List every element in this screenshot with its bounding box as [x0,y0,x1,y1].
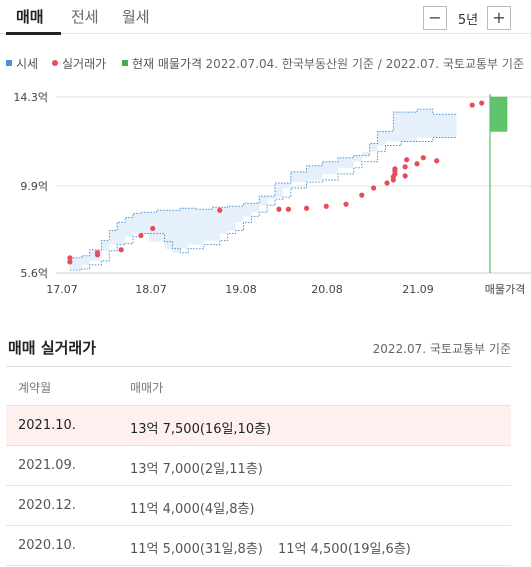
transaction-point [285,206,292,212]
transaction-point [402,164,408,170]
table-row[interactable]: 2021.10. 13억 7,500(16일,10층) [6,406,511,446]
red-dot-icon [52,60,58,66]
transaction-point [414,161,420,167]
tab-monthly-rent[interactable]: 월세 [122,8,150,26]
x-tick-label: 17.07 [46,283,78,296]
price-chart: 14.3억 9.9억 5.6억 17.07 18.07 19.08 20.08 21.09 매물… [13,91,531,296]
period-decrease-button[interactable]: − [423,6,447,30]
transaction-point [384,180,390,186]
tab-jeonse[interactable]: 전세 [71,8,99,26]
transaction-point [67,259,73,265]
sales-source-note: 2022.07. 국토교통부 기준 [372,342,511,356]
cell-contract-month: 2020.10. [18,538,76,553]
market-price-band [69,109,457,270]
period-selector: − 5년 + [423,6,511,30]
sales-table-body: 2021.10. 13억 7,500(16일,10층) 2021.09. 13억… [6,406,511,566]
x-tick-label: 19.08 [225,283,257,296]
transaction-point [323,203,329,209]
cell-sale-price: 11억 4,000(4일,8층) [130,502,255,517]
transaction-point [392,166,398,172]
table-row[interactable]: 2021.09. 13억 7,000(2일,11층) [6,446,511,486]
transaction-point [217,207,223,213]
sales-section-title: 매매 실거래가 [8,339,97,357]
transaction-point [150,225,156,232]
table-row[interactable]: 2020.10. 11억 5,000(31일,8층) 11억 4,500(19일… [6,526,511,566]
period-value: 5년 [457,13,479,28]
x-tick-label: 21.09 [402,283,434,296]
transaction-point [94,250,101,256]
y-tick-label: 5.6억 [20,267,48,280]
legend-item-market-price: 시세 [6,55,38,72]
transaction-point [404,157,410,163]
cell-contract-month: 2020.12. [18,498,76,513]
y-tick-label: 14.3억 [13,91,48,104]
cell-sale-price: 11억 5,000(31일,8층) [130,542,263,557]
transaction-point [434,158,440,164]
x-tick-label: 20.08 [311,283,343,296]
green-square-icon [122,60,128,66]
sales-table-header: 계약월 매매가 [6,366,511,406]
period-increase-button[interactable]: + [487,6,511,30]
tab-sale[interactable]: 매매 [16,8,44,26]
blue-square-icon [6,60,12,66]
transaction-point [343,201,349,207]
chart-legend: 시세 실거래가 현재 매물가격 2022.07.04. 한국부동산원 기준 / … [6,55,526,71]
transaction-point [138,232,144,239]
market-price-lower-line [69,136,457,271]
cell-contract-month: 2021.09. [18,458,76,473]
deal-type-tabs: 매매 전세 월세 − 5년 + [0,0,531,35]
transaction-point [371,185,377,191]
legend-source-note: 2022.07.04. 한국부동산원 기준 / 2022.07. 국토교통부 기… [205,57,525,71]
x-tick-label: 매물가격 [485,283,525,296]
cell-sale-price: 13억 7,000(2일,11층) [130,462,263,477]
market-price-upper-line [69,108,457,259]
x-tick-label: 18.07 [135,283,167,296]
transaction-point [67,255,73,261]
cell-sale-price: 13억 7,500(16일,10층) [130,422,272,437]
legend-item-actual-price: 실거래가 [52,55,106,72]
cell-sale-price-second: 11억 4,500(19일,6층) [278,542,411,557]
active-tab-indicator [6,32,61,35]
table-row[interactable]: 2020.12. 11억 4,000(4일,8층) [6,486,511,526]
listing-price-bar [490,96,508,132]
header-sale-price: 매매가 [130,381,164,395]
y-tick-label: 9.9억 [20,180,48,193]
transaction-point [359,192,365,198]
header-contract-month: 계약월 [18,381,52,395]
transaction-point [118,247,124,253]
cell-contract-month: 2021.10. [18,418,76,433]
transaction-point [469,102,475,108]
transaction-point [276,206,282,212]
transaction-point [303,205,310,211]
legend-item-listing-price: 현재 매물가격 [122,55,202,72]
transaction-point [479,100,485,106]
transaction-point [402,173,408,179]
transaction-point [420,155,426,161]
